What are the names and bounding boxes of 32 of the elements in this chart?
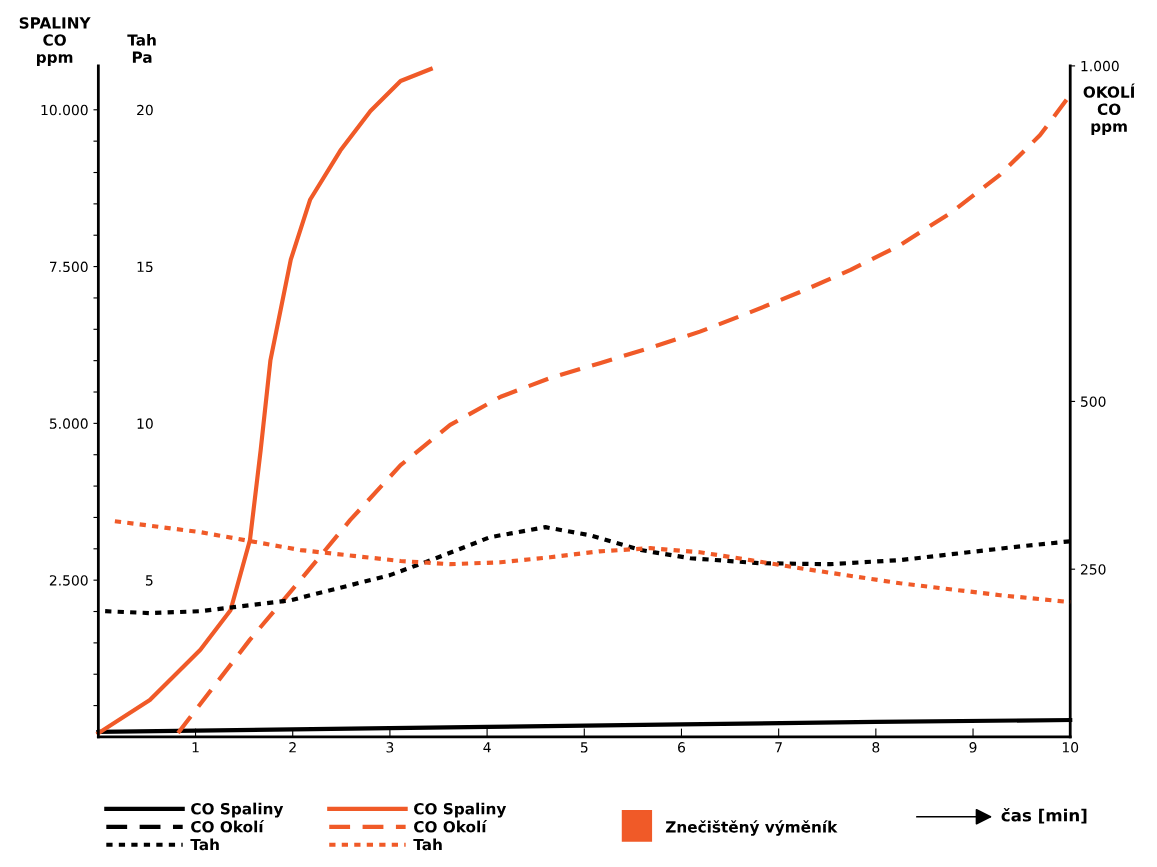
- legend-label: CO Okolí: [191, 820, 265, 833]
- legend-label: CO Okolí: [414, 820, 488, 833]
- y3-tick-label: 10: [137, 418, 153, 429]
- y-tick-label: 10.000: [41, 104, 88, 116]
- legend-label: CO Spaliny: [191, 802, 284, 818]
- x-tick-label: 9: [969, 742, 977, 753]
- y3-axis-title: Tah Pa: [127, 34, 156, 63]
- y2-tick-label: 1.000: [1081, 60, 1119, 72]
- y2-axis-title: OKOLÍ CO ppm: [1083, 83, 1135, 136]
- y3-tick-label: 20: [137, 104, 153, 116]
- x-tick-label: 5: [580, 742, 588, 753]
- y2-tick-label: 250: [1080, 564, 1106, 575]
- y2-tick-label: 500: [1081, 396, 1106, 407]
- x-tick-label: 10: [1062, 742, 1079, 753]
- x-axis-title: čas [min]: [1001, 807, 1087, 824]
- x-tick-label: 2: [289, 742, 296, 753]
- legend-label: Tah: [190, 838, 219, 851]
- y-tick-label: 2.500: [49, 575, 88, 586]
- legend-label: Tah: [413, 838, 442, 851]
- x-tick-label: 6: [678, 742, 686, 753]
- y3-tick-label: 5: [145, 575, 153, 586]
- x-tick-label: 4: [483, 742, 491, 753]
- x-tick-label: 3: [386, 742, 394, 753]
- y-tick-label: 5.000: [49, 418, 88, 429]
- y-tick-label: 7.500: [50, 261, 88, 273]
- legend-label: CO Spaliny: [414, 802, 507, 818]
- x-tick-label: 8: [872, 742, 880, 753]
- y-axis-title: SPALINY CO ppm: [19, 17, 91, 66]
- x-tick-label: 7: [775, 742, 782, 753]
- y3-tick-label: 15: [137, 261, 153, 273]
- text: Znečištěný výměník: [665, 820, 838, 836]
- x-tick-label: 1: [192, 742, 199, 753]
